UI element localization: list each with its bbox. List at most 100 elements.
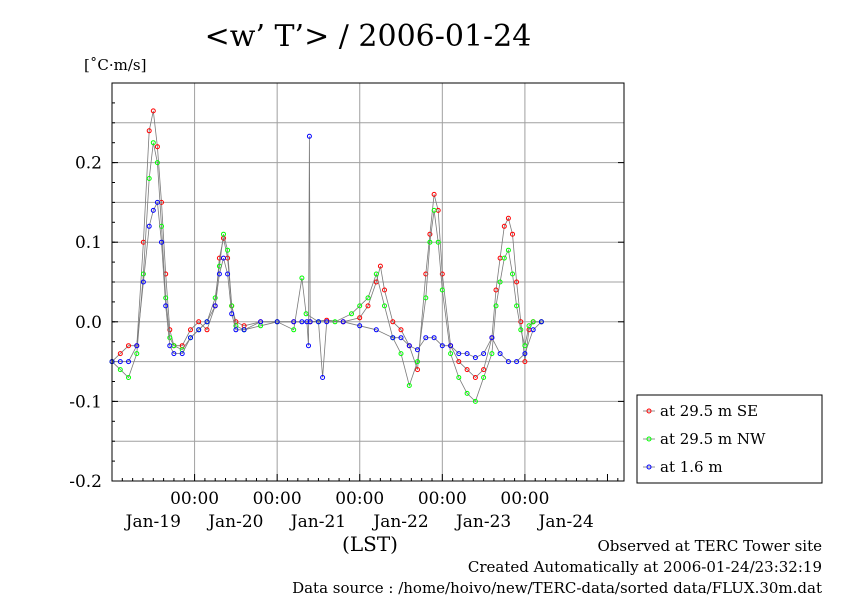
- y-tick-label-3: -0.1: [69, 392, 102, 412]
- series-2-point-54: [530, 327, 536, 333]
- y-tick-label-2: 0.0: [75, 313, 102, 333]
- series-2-point-13: [188, 335, 193, 341]
- series-2-point-17: [216, 271, 222, 277]
- legend-label-2: at 1.6 m: [660, 458, 723, 476]
- series-1-point-33: [373, 271, 379, 277]
- series-1-point-50: [493, 303, 499, 309]
- series-1-point-19: [225, 247, 231, 253]
- series-0-point-37: [415, 367, 420, 373]
- series-2-point-36: [373, 327, 379, 333]
- y-axis-ticks: 0.2 0.1 0.0 -0.1 -0.2: [69, 102, 624, 492]
- series-1-point-43: [439, 287, 445, 293]
- legend-marker-2: [646, 464, 652, 470]
- series-1-point-34: [382, 303, 387, 309]
- series-line-1: [111, 142, 542, 403]
- series-1-point-56: [518, 327, 524, 333]
- series-0-point-56: [522, 359, 528, 365]
- series-line-0: [111, 110, 542, 379]
- legend-entries: at 29.5 m SE at 29.5 m NW at 1.6 m: [643, 402, 766, 476]
- series-1-point-32: [365, 295, 371, 301]
- plot-frame: [111, 82, 625, 482]
- series-1-point-46: [464, 390, 470, 396]
- series-2-point-55: [538, 319, 544, 325]
- series-2-point-11: [171, 351, 177, 357]
- series-2-point-42: [431, 335, 437, 341]
- series-0-point-14: [196, 319, 202, 325]
- series-0-point-15: [204, 327, 210, 333]
- y-axis-unit: [˚C·m/s]: [84, 56, 146, 74]
- series-1-point-20: [229, 303, 235, 309]
- series-2-point-30: [307, 319, 313, 325]
- series-0-point-54: [514, 279, 520, 285]
- series-2-point-51: [505, 359, 511, 365]
- series-2-point-47: [472, 355, 478, 361]
- x-time-label-2: 00:00: [335, 489, 384, 509]
- series-1-point-57: [522, 343, 528, 349]
- series-2-point-19: [225, 271, 231, 277]
- series-1-point-41: [431, 207, 437, 213]
- series-0-point-1: [117, 351, 123, 357]
- series-1-point-49: [489, 351, 495, 357]
- footer-source: Data source : /home/hoivo/new/TERC-data/…: [292, 579, 822, 595]
- series-2-point-16: [212, 303, 218, 309]
- series-0-point-32: [377, 263, 383, 269]
- series-2-point-15: [204, 319, 210, 325]
- series-2-point-9: [163, 303, 169, 309]
- series-2-point-28: [306, 343, 311, 349]
- x-date-label-4: Jan-23: [454, 512, 511, 532]
- series-2-point-10: [167, 343, 173, 349]
- x-date-label-1: Jan-20: [206, 512, 263, 532]
- x-date-label-3: Jan-22: [371, 512, 428, 532]
- series-2-point-8: [159, 239, 164, 245]
- series-1-point-30: [349, 311, 354, 317]
- series-2-point-21: [233, 327, 239, 333]
- x-date-label-5: Jan-24: [537, 512, 594, 532]
- x-time-label-1: 00:00: [253, 489, 302, 509]
- chart-title: <w’ T’> / 2006-01-24: [205, 19, 532, 54]
- series-1-point-1: [117, 367, 123, 373]
- series-1-point-6: [150, 140, 156, 146]
- series-1-point-26: [299, 275, 305, 281]
- y-tick-label-1: 0.1: [75, 233, 102, 253]
- series-0: [109, 108, 544, 380]
- series-2-point-6: [150, 207, 156, 213]
- series-2-point-26: [299, 319, 305, 325]
- grid: [112, 83, 624, 481]
- series-2-point-20: [229, 311, 235, 317]
- series-1-point-48: [481, 375, 487, 380]
- series-2-point-37: [390, 335, 396, 341]
- series-2-point-12: [179, 351, 185, 357]
- series-line-2: [112, 136, 542, 378]
- series-0-point-33: [382, 287, 387, 293]
- series-2-point-7: [154, 199, 160, 205]
- x-axis-label: (LST): [342, 532, 398, 556]
- series-0-point-2: [126, 343, 131, 349]
- series-2-point-14: [196, 327, 202, 333]
- series-1-point-10: [167, 335, 173, 341]
- series-1-point-4: [140, 271, 146, 277]
- series-2-point-40: [415, 347, 420, 353]
- series-2-point-34: [340, 319, 346, 325]
- series-1-point-45: [456, 375, 462, 380]
- series-1-point-25: [291, 327, 297, 333]
- series-1-point-36: [398, 351, 404, 357]
- legend-box: [636, 394, 823, 484]
- series-1-point-55: [514, 303, 520, 309]
- series-1-point-18: [221, 231, 226, 237]
- series-0-point-49: [493, 287, 499, 293]
- series-0-point-7: [154, 144, 160, 150]
- series-0-point-52: [505, 215, 511, 221]
- series-2-point-1: [117, 359, 123, 365]
- series-2-point-29: [306, 133, 312, 139]
- series-2-point-38: [398, 335, 404, 341]
- series-0-point-55: [518, 319, 524, 325]
- series-1-point-27: [303, 311, 309, 317]
- series-2-point-39: [406, 343, 412, 349]
- series-2-point-46: [464, 351, 470, 357]
- series-2-point-25: [291, 319, 297, 325]
- y-tick-label-0: 0.2: [75, 154, 102, 174]
- series-1-point-38: [415, 359, 420, 365]
- x-date-label-2: Jan-21: [289, 512, 346, 532]
- series-1-point-58: [526, 323, 532, 329]
